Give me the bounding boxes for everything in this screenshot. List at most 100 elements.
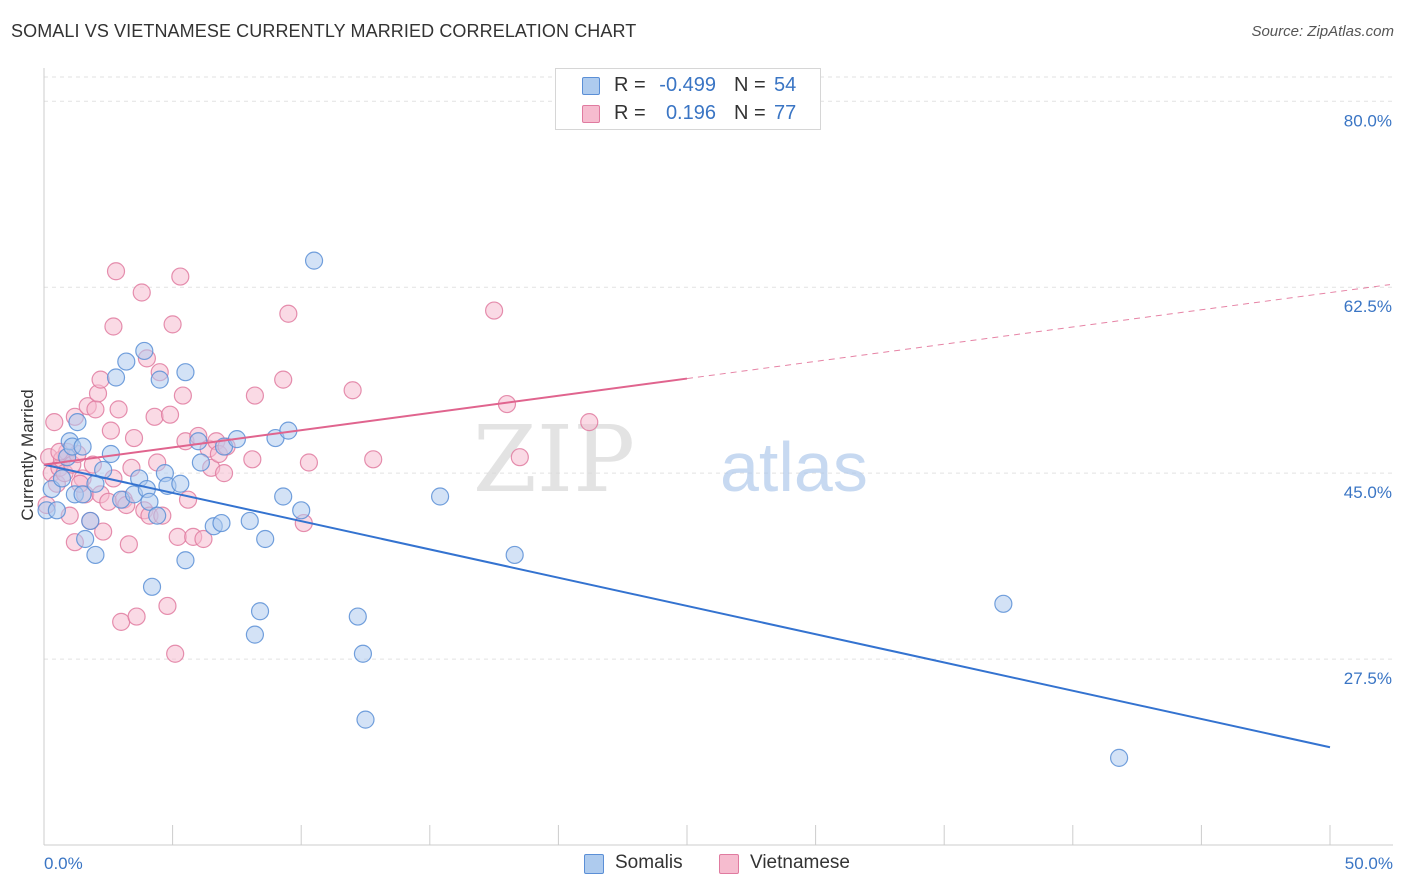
correlation-legend: R = -0.499 N = 54 R = 0.196 N = 77	[555, 68, 821, 130]
vietnamese-point	[168, 527, 187, 546]
somali-point	[176, 363, 195, 382]
legend-r-label: R =	[614, 74, 646, 96]
vietnamese-point	[299, 453, 319, 472]
vietnamese-swatch	[582, 105, 600, 123]
trend-layer	[43, 284, 1391, 749]
somali-point	[142, 577, 162, 596]
vietnamese-point	[163, 315, 182, 334]
legend-n-label: N =	[734, 74, 766, 96]
points-layer	[37, 251, 1129, 767]
legend-r-label: R =	[614, 102, 646, 124]
somali-point	[1109, 748, 1129, 767]
series-legend: Somalis Vietnamese	[0, 852, 1406, 878]
somali-point	[356, 710, 375, 729]
watermark-zip: ZIP	[473, 406, 635, 513]
vietnamese-point	[510, 448, 529, 467]
vietnamese-point	[91, 370, 110, 389]
vietnamese-legend-label: Vietnamese	[750, 852, 850, 873]
vietnamese-point	[178, 490, 198, 509]
legend-n-label: N =	[734, 102, 766, 124]
somali-point	[245, 625, 265, 644]
grid-layer	[44, 76, 1393, 660]
vietnamese-point	[158, 596, 177, 616]
watermark: ZIP atlas	[473, 406, 868, 513]
vietnamese-point	[119, 535, 138, 554]
vietnamese-point	[214, 464, 234, 483]
vietnamese-trend-line	[43, 377, 688, 466]
somali-point	[353, 644, 373, 663]
vietnamese-point	[343, 381, 362, 400]
somali-legend-label: Somalis	[615, 852, 683, 873]
somali-point	[274, 487, 293, 506]
axis-layer	[43, 68, 1393, 846]
vietnamese-point	[171, 267, 190, 286]
somali-point	[76, 529, 95, 549]
somali-point	[117, 352, 136, 371]
somali-point	[106, 368, 126, 387]
somali-point	[73, 437, 92, 456]
somali-point	[148, 506, 167, 525]
somali-point	[47, 501, 66, 520]
chart-title: SOMALI VS VIETNAMESE CURRENTLY MARRIED C…	[11, 21, 637, 41]
legend-n-value: 54	[774, 74, 797, 96]
vietnamese-point	[485, 301, 504, 320]
somali-point	[304, 251, 324, 270]
somali-point	[250, 602, 270, 621]
vietnamese-point	[45, 413, 64, 432]
vietnamese-point	[86, 400, 105, 419]
legend-r-value: -0.499	[659, 74, 716, 96]
vietnamese-point	[127, 607, 146, 626]
vietnamese-point	[274, 370, 293, 389]
vietnamese-point	[124, 428, 144, 448]
somali-point	[256, 529, 275, 549]
vietnamese-legend-swatch	[719, 854, 739, 874]
somali-point	[73, 485, 92, 504]
legend-row-somali: R = -0.499 N = 54	[556, 73, 820, 101]
watermark-atlas: atlas	[720, 428, 868, 506]
somali-point	[176, 551, 195, 570]
vietnamese-point	[160, 405, 180, 424]
x-tick-label: 50.0%	[1345, 854, 1393, 873]
somali-point	[135, 341, 154, 361]
vietnamese-point	[173, 386, 192, 405]
vietnamese-point	[106, 262, 126, 281]
tick-label-layer: 80.0% 62.5% 45.0% 27.5% 0.0% 50.0%	[44, 111, 1393, 873]
somali-point	[430, 487, 450, 506]
somali-point	[348, 607, 367, 626]
vietnamese-point	[104, 317, 123, 336]
y-tick-label: 27.5%	[1344, 669, 1392, 688]
somali-point	[81, 511, 100, 531]
vietnamese-point	[364, 450, 383, 469]
legend-r-value: 0.196	[665, 102, 716, 124]
somali-point	[292, 501, 311, 520]
legend-row-vietnamese: R = 0.196 N = 77	[556, 101, 820, 129]
vietnamese-point	[279, 304, 298, 323]
vietnamese-point	[112, 612, 131, 631]
vietnamese-point	[109, 400, 128, 419]
somali-point	[86, 545, 105, 565]
chart-source: Source: ZipAtlas.com	[1251, 23, 1394, 40]
vietnamese-point	[243, 450, 262, 469]
vietnamese-point	[166, 644, 185, 663]
vietnamese-point	[132, 283, 151, 302]
y-tick-label: 45.0%	[1344, 483, 1392, 502]
somali-point	[150, 370, 169, 389]
somali-point	[140, 492, 159, 511]
vietnamese-point	[145, 407, 164, 426]
somali-point	[52, 469, 72, 488]
somali-legend-swatch	[584, 854, 604, 874]
legend-n-value: 77	[774, 102, 797, 124]
somali-point	[191, 453, 210, 472]
vietnamese-trend-extension	[686, 284, 1391, 380]
y-tick-label: 80.0%	[1344, 111, 1392, 130]
vietnamese-point	[580, 413, 599, 432]
somali-point	[189, 432, 208, 451]
vietnamese-point	[101, 421, 120, 440]
somali-trend-line	[43, 463, 1331, 749]
vietnamese-point	[94, 522, 113, 541]
somali-swatch	[582, 77, 600, 95]
somali-point	[994, 594, 1013, 613]
somali-point	[68, 413, 87, 432]
